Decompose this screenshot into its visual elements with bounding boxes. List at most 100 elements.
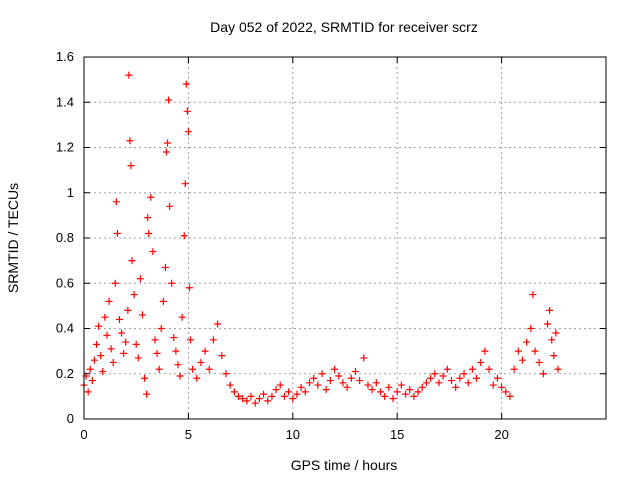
data-point: [289, 395, 297, 403]
y-tick-label: 0.2: [56, 366, 74, 381]
data-point: [372, 379, 380, 387]
y-tick-label: 0: [67, 411, 74, 426]
data-point: [523, 338, 531, 346]
data-point: [422, 379, 430, 387]
data-point: [168, 279, 176, 287]
x-tick-label: 0: [80, 427, 87, 442]
data-point: [90, 356, 98, 364]
data-point: [268, 392, 276, 400]
data-point: [322, 386, 330, 394]
data-point: [118, 329, 126, 337]
data-point: [126, 137, 134, 145]
data-point: [489, 381, 497, 389]
data-point: [193, 374, 201, 382]
data-point: [548, 336, 556, 344]
data-point: [397, 381, 405, 389]
data-point: [510, 365, 518, 373]
data-point: [147, 193, 155, 201]
data-point: [97, 352, 105, 360]
data-point: [243, 397, 251, 405]
data-point: [485, 365, 493, 373]
data-point: [481, 347, 489, 355]
data-point: [339, 379, 347, 387]
data-point: [197, 358, 205, 366]
data-point: [122, 338, 130, 346]
data-point: [376, 388, 384, 396]
data-point: [145, 229, 153, 237]
data-point: [431, 370, 439, 378]
data-point: [301, 388, 309, 396]
data-point: [93, 340, 101, 348]
x-tick-label: 20: [494, 427, 508, 442]
data-point: [385, 383, 393, 391]
data-point: [99, 367, 107, 375]
data-point: [112, 198, 120, 206]
data-point: [214, 320, 222, 328]
data-point: [205, 365, 213, 373]
data-point: [550, 352, 558, 360]
data-point: [435, 379, 443, 387]
y-tick-label: 1.6: [56, 49, 74, 64]
data-point: [165, 96, 173, 104]
x-tick-label: 5: [185, 427, 192, 442]
data-point: [162, 148, 170, 156]
data-point: [109, 358, 117, 366]
data-point: [389, 395, 397, 403]
data-point: [529, 291, 537, 299]
data-point: [527, 325, 535, 332]
data-point: [113, 229, 121, 237]
data-point: [531, 347, 539, 355]
data-point: [381, 392, 389, 400]
data-point: [136, 275, 144, 283]
data-point: [149, 248, 157, 256]
x-axis-label: GPS time / hours: [291, 457, 398, 473]
data-point: [418, 383, 426, 391]
data-point: [176, 372, 184, 380]
data-point: [518, 356, 526, 364]
data-point: [95, 322, 103, 330]
data-point: [544, 320, 552, 328]
data-point: [260, 390, 268, 398]
data-point: [506, 392, 514, 400]
y-tick-label: 0.6: [56, 275, 74, 290]
data-point: [128, 257, 136, 265]
data-point: [347, 374, 355, 382]
data-point: [111, 279, 119, 287]
data-point: [255, 395, 263, 403]
data-point: [314, 381, 322, 389]
data-point: [285, 388, 293, 396]
data-point: [155, 365, 163, 373]
data-point: [185, 284, 193, 292]
data-point: [326, 377, 334, 385]
data-point: [144, 214, 152, 222]
data-point: [498, 383, 506, 391]
data-point: [172, 347, 180, 355]
data-point: [239, 395, 247, 403]
data-point: [251, 399, 259, 407]
data-point: [493, 374, 501, 382]
data-point: [427, 374, 435, 382]
data-point: [209, 336, 217, 344]
data-point: [368, 386, 376, 394]
data-point: [443, 365, 451, 373]
data-point: [452, 383, 460, 391]
data-point: [539, 370, 547, 378]
data-point: [103, 331, 111, 339]
data-point: [105, 297, 113, 305]
data-point: [115, 315, 123, 323]
data-point: [186, 336, 194, 344]
data-point: [464, 379, 472, 387]
data-point: [276, 381, 284, 389]
data-point: [235, 392, 243, 400]
data-point: [226, 381, 234, 389]
data-point: [264, 397, 272, 405]
axis-ticks: 0 0.2 0.4 0.6 0.8 1 1.2 1.4 1.6 0 5 10 15 20: [56, 49, 606, 442]
data-point: [218, 352, 226, 360]
data-point: [410, 392, 418, 400]
data-point: [297, 383, 305, 391]
data-point: [477, 358, 485, 366]
y-axis-label: SRMTID / TECUs: [5, 183, 21, 293]
data-point: [174, 361, 182, 369]
y-tick-label: 1: [67, 185, 74, 200]
data-point: [84, 388, 92, 396]
